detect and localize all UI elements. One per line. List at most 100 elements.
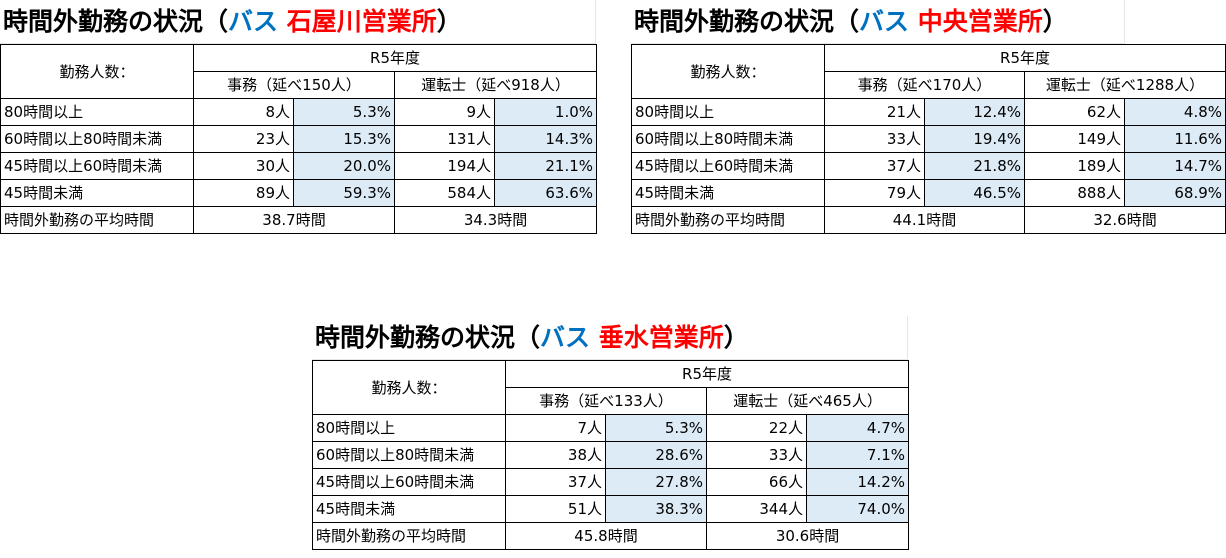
table-row: 45時間未満 51人 38.3% 344人 74.0%	[312, 495, 910, 523]
average-label: 時間外勤務の平均時間	[312, 522, 506, 550]
driver-percent: 14.2%	[805, 468, 910, 496]
col-header-driver: 運転士（延べ465人）	[705, 387, 910, 415]
row-label: 45時間以上60時間未満	[0, 152, 194, 180]
table-row: 80時間以上 7人 5.3% 22人 4.7%	[312, 414, 910, 442]
average-row: 時間外勤務の平均時間 44.1時間 32.6時間	[631, 206, 1226, 234]
driver-count: 149人	[1024, 125, 1125, 153]
col-header-driver: 運転士（延べ1288人）	[1023, 71, 1226, 99]
driver-percent: 1.0%	[493, 98, 598, 126]
office-count: 21人	[824, 98, 925, 126]
driver-count: 189人	[1024, 152, 1125, 180]
row-label: 45時間未満	[631, 179, 825, 207]
office-count: 79人	[824, 179, 925, 207]
header-label: 勤務人数：	[0, 44, 194, 99]
table-row: 45時間未満 79人 46.5% 888人 68.9%	[631, 179, 1226, 207]
driver-average: 30.6時間	[705, 522, 910, 550]
driver-count: 33人	[706, 441, 807, 469]
row-label: 45時間未満	[0, 179, 194, 207]
col-header-office: 事務（延べ133人）	[505, 387, 707, 415]
office-count: 37人	[505, 468, 606, 496]
title-prefix: 時間外勤務の状況（	[634, 7, 860, 36]
year-header: R5年度	[192, 44, 598, 72]
office-percent: 59.3%	[293, 179, 395, 207]
row-label: 45時間以上60時間未満	[312, 468, 506, 496]
driver-percent: 63.6%	[493, 179, 598, 207]
office-percent: 28.6%	[605, 441, 707, 469]
table-row: 45時間未満 89人 59.3% 584人 63.6%	[0, 179, 598, 207]
title-office: 石屋川営業所	[286, 7, 437, 36]
table-row: 45時間以上60時間未満 30人 20.0% 194人 21.1%	[0, 152, 598, 180]
title-prefix: 時間外勤務の状況（	[315, 323, 541, 352]
header-row-year: 勤務人数： R5年度	[312, 360, 910, 415]
driver-count: 9人	[394, 98, 495, 126]
driver-count: 194人	[394, 152, 495, 180]
row-label: 60時間以上80時間未満	[631, 125, 825, 153]
office-average: 44.1時間	[824, 206, 1025, 234]
office-percent: 20.0%	[293, 152, 395, 180]
driver-average: 34.3時間	[393, 206, 598, 234]
driver-count: 66人	[706, 468, 807, 496]
table-row: 60時間以上80時間未満 23人 15.3% 131人 14.3%	[0, 125, 598, 153]
driver-percent: 14.3%	[493, 125, 598, 153]
table-row: 45時間以上60時間未満 37人 21.8% 189人 14.7%	[631, 152, 1226, 180]
office-count: 89人	[193, 179, 294, 207]
panel-title: 時間外勤務の状況（バス 石屋川営業所）	[0, 0, 596, 44]
office-count: 51人	[505, 495, 606, 523]
driver-count: 62人	[1024, 98, 1125, 126]
driver-percent: 21.1%	[493, 152, 598, 180]
table-row: 60時間以上80時間未満 38人 28.6% 33人 7.1%	[312, 441, 910, 469]
office-percent: 12.4%	[924, 98, 1025, 126]
title-suffix: ）	[436, 7, 462, 36]
office-count: 8人	[193, 98, 294, 126]
driver-count: 131人	[394, 125, 495, 153]
overtime-table: 勤務人数： R5年度 事務（延べ133人） 運転士（延べ465人） 80時間以上…	[312, 360, 910, 550]
overtime-table: 勤務人数： R5年度 事務（延べ170人） 運転士（延べ1288人） 80時間以…	[631, 44, 1226, 234]
office-count: 30人	[193, 152, 294, 180]
header-label: 勤務人数：	[631, 44, 825, 99]
driver-percent: 4.8%	[1123, 98, 1226, 126]
header-label: 勤務人数：	[312, 360, 506, 415]
year-header: R5年度	[823, 44, 1226, 72]
overtime-table: 勤務人数： R5年度 事務（延べ150人） 運転士（延べ918人） 80時間以上…	[0, 44, 598, 234]
title-suffix: ）	[723, 323, 749, 352]
col-header-driver: 運転士（延べ918人）	[393, 71, 598, 99]
office-count: 33人	[824, 125, 925, 153]
office-count: 38人	[505, 441, 606, 469]
office-percent: 46.5%	[924, 179, 1025, 207]
average-row: 時間外勤務の平均時間 45.8時間 30.6時間	[312, 522, 910, 550]
title-suffix: ）	[1042, 7, 1068, 36]
panel-ishiyagawa: 時間外勤務の状況（バス 石屋川営業所） 勤務人数： R5年度 事務（延べ150人…	[0, 0, 598, 244]
office-count: 23人	[193, 125, 294, 153]
panel-chuo: 時間外勤務の状況（バス 中央営業所） 勤務人数： R5年度 事務（延べ170人）…	[631, 0, 1226, 244]
title-bus: バス	[540, 323, 599, 352]
title-bus: バス	[228, 7, 287, 36]
driver-count: 22人	[706, 414, 807, 442]
table-row: 60時間以上80時間未満 33人 19.4% 149人 11.6%	[631, 125, 1226, 153]
average-label: 時間外勤務の平均時間	[631, 206, 825, 234]
office-count: 7人	[505, 414, 606, 442]
office-percent: 19.4%	[924, 125, 1025, 153]
title-prefix: 時間外勤務の状況（	[3, 7, 229, 36]
office-percent: 21.8%	[924, 152, 1025, 180]
driver-percent: 74.0%	[805, 495, 910, 523]
driver-percent: 11.6%	[1123, 125, 1226, 153]
table-row: 45時間以上60時間未満 37人 27.8% 66人 14.2%	[312, 468, 910, 496]
office-percent: 5.3%	[293, 98, 395, 126]
office-percent: 5.3%	[605, 414, 707, 442]
row-label: 60時間以上80時間未満	[0, 125, 194, 153]
col-header-office: 事務（延べ170人）	[824, 71, 1025, 99]
panel-title: 時間外勤務の状況（バス 垂水営業所）	[312, 316, 908, 360]
row-label: 80時間以上	[312, 414, 506, 442]
table-row: 80時間以上 21人 12.4% 62人 4.8%	[631, 98, 1226, 126]
header-row-cols: 事務（延べ170人） 運転士（延べ1288人）	[632, 71, 1226, 99]
panel-title: 時間外勤務の状況（バス 中央営業所）	[631, 0, 1125, 44]
office-percent: 27.8%	[605, 468, 707, 496]
table-row: 80時間以上 8人 5.3% 9人 1.0%	[0, 98, 598, 126]
row-label: 60時間以上80時間未満	[312, 441, 506, 469]
office-count: 37人	[824, 152, 925, 180]
average-label: 時間外勤務の平均時間	[0, 206, 194, 234]
col-header-office: 事務（延べ150人）	[193, 71, 395, 99]
driver-percent: 4.7%	[805, 414, 910, 442]
office-percent: 38.3%	[605, 495, 707, 523]
driver-count: 888人	[1024, 179, 1125, 207]
